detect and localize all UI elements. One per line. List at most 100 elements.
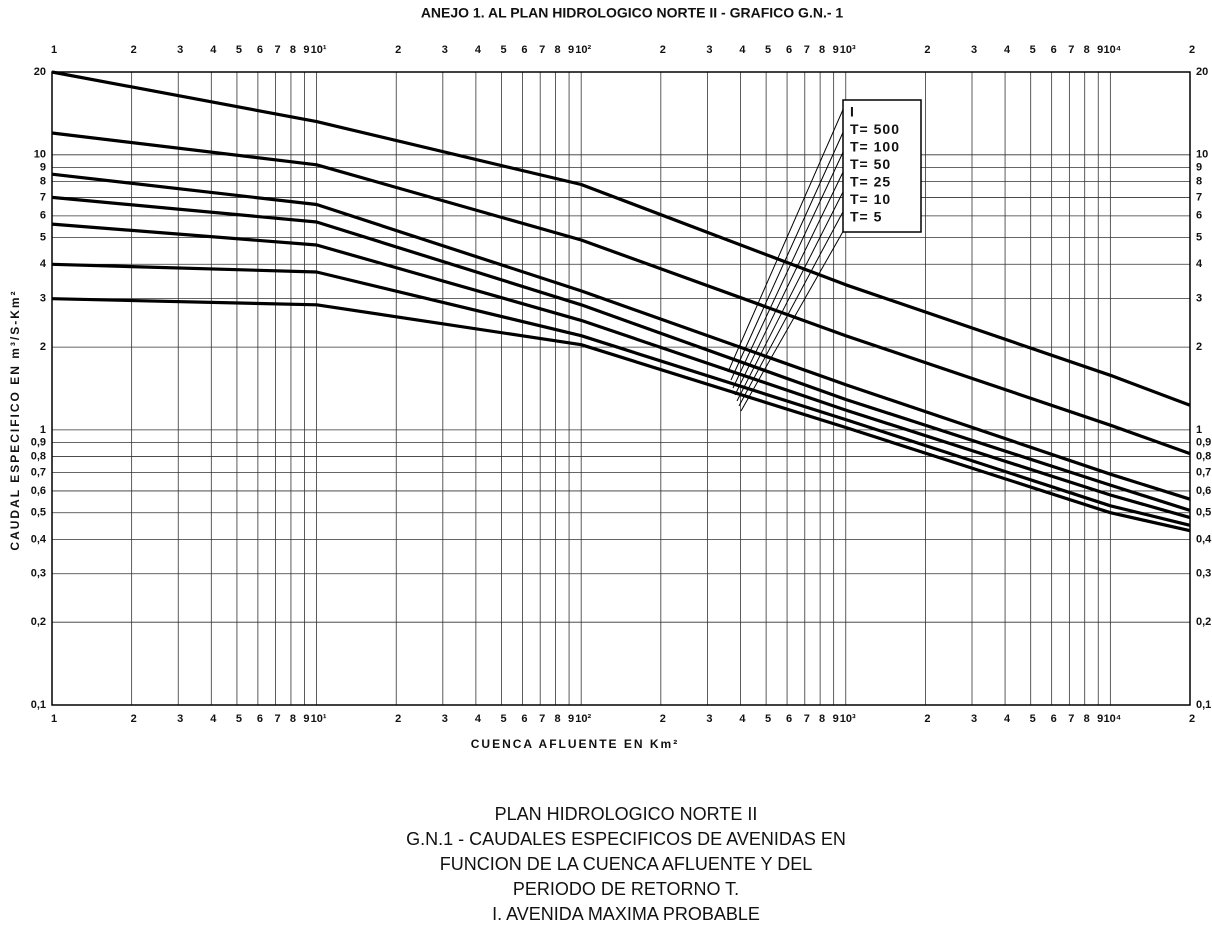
x-tick-label: 3	[442, 713, 448, 725]
y-tick-label-right: 0,8	[1196, 450, 1211, 462]
caption-line: PLAN HIDROLOGICO NORTE II	[495, 804, 758, 824]
x-tick-label-top: 2	[395, 44, 401, 56]
x-tick-label: 9	[568, 713, 574, 725]
x-tick-label: 6	[521, 713, 527, 725]
legend-leaders	[727, 104, 846, 412]
leader-line	[738, 207, 846, 407]
x-tick-label: 6	[786, 713, 792, 725]
x-tick-label: 8	[819, 713, 825, 725]
y-tick-label-right: 0,2	[1196, 616, 1211, 628]
x-tick-label: 8	[290, 713, 296, 725]
x-tick-label-top: 7	[539, 44, 545, 56]
x-tick-label: 3	[971, 713, 977, 725]
x-tick-label: 10²	[575, 713, 591, 725]
y-tick-label-right: 0,3	[1196, 568, 1211, 580]
y-tick-label-right: 3	[1196, 293, 1202, 305]
x-axis-title: CUENCA AFLUENTE EN Km²	[471, 737, 679, 751]
legend-label: T= 50	[850, 156, 891, 172]
x-tick-label: 7	[804, 713, 810, 725]
x-tick-label: 2	[395, 713, 401, 725]
x-tick-label: 6	[1051, 713, 1057, 725]
y-tick-label: 7	[40, 191, 46, 203]
x-tick-label: 4	[475, 713, 482, 725]
chart-title: ANEJO 1. AL PLAN HIDROLOGICO NORTE II - …	[421, 5, 844, 21]
y-tick-label: 0,9	[31, 436, 46, 448]
y-tick-label: 4	[40, 258, 47, 270]
x-tick-label-top: 2	[660, 44, 666, 56]
x-tick-label: 5	[765, 713, 771, 725]
x-tick-label-top: 6	[257, 44, 263, 56]
legend-label: T= 10	[850, 191, 891, 207]
y-tick-label: 0,5	[31, 507, 46, 519]
x-tick-label: 9	[303, 713, 309, 725]
y-tick-label: 0,3	[31, 568, 46, 580]
y-tick-label-right: 0,1	[1196, 699, 1211, 711]
x-tick-label-top: 4	[475, 44, 482, 56]
x-tick-label: 7	[539, 713, 545, 725]
plot-frame	[51, 71, 1191, 706]
x-tick-label: 4	[739, 713, 746, 725]
x-tick-label-top: 10¹	[311, 44, 327, 56]
y-tick-label-right: 10	[1196, 149, 1208, 161]
x-tick-label: 9	[1097, 713, 1103, 725]
x-tick-label: 7	[275, 713, 281, 725]
series-line	[51, 131, 1191, 456]
x-tick-label-top: 5	[765, 44, 771, 56]
legend-label: T= 500	[850, 121, 900, 137]
x-tick-label-top: 7	[275, 44, 281, 56]
y-tick-label: 3	[40, 293, 46, 305]
leader-line	[730, 127, 846, 381]
legend-label: T= 5	[850, 209, 882, 225]
y-tick-label: 6	[40, 210, 46, 222]
y-tick-label: 0,4	[31, 533, 47, 545]
legend-label: I	[850, 104, 855, 120]
legend-box	[842, 99, 922, 233]
x-tick-label: 4	[1004, 713, 1011, 725]
y-tick-label: 5	[40, 232, 46, 244]
caption-line: FUNCION DE LA CUENCA AFLUENTE Y DEL	[440, 854, 812, 874]
y-tick-label: 10	[34, 149, 46, 161]
y-tick-label-right: 0,4	[1196, 533, 1212, 545]
y-tick-label: 2	[40, 341, 46, 353]
x-tick-label-top: 3	[177, 44, 183, 56]
x-tick-label: 10³	[840, 713, 856, 725]
series-line	[51, 222, 1191, 520]
x-tick-label-top: 7	[804, 44, 810, 56]
x-tick-label: 6	[257, 713, 263, 725]
x-tick-label: 1	[51, 713, 57, 725]
x-tick-label: 2	[131, 713, 137, 725]
series-line	[51, 195, 1191, 512]
x-tick-label-top: 9	[568, 44, 574, 56]
legend-label: T= 25	[850, 174, 891, 190]
x-tick-label-top: 10³	[840, 44, 856, 56]
x-tick-label-top: 2	[1189, 44, 1195, 56]
series-line	[51, 262, 1191, 527]
leader-line	[732, 147, 846, 389]
x-tick-label-top: 2	[924, 44, 930, 56]
x-tick-label-top: 6	[521, 44, 527, 56]
x-tick-label-top: 8	[1084, 44, 1090, 56]
y-tick-label-right: 0,7	[1196, 466, 1211, 478]
x-tick-label-top: 8	[290, 44, 296, 56]
y-tick-label-right: 4	[1196, 258, 1203, 270]
y-tick-label-right: 8	[1196, 175, 1202, 187]
series-line	[51, 297, 1191, 533]
x-tick-label-top: 5	[500, 44, 506, 56]
y-tick-label: 9	[40, 161, 46, 173]
y-tick-label-right: 7	[1196, 191, 1202, 203]
x-tick-label-top: 5	[236, 44, 242, 56]
x-tick-label-top: 5	[1030, 44, 1036, 56]
y-tick-label-right: 9	[1196, 161, 1202, 173]
x-tick-label-top: 3	[971, 44, 977, 56]
x-tick-label-top: 2	[131, 44, 137, 56]
series-line	[51, 70, 1191, 407]
leader-line	[736, 187, 846, 402]
x-tick-label-top: 4	[739, 44, 746, 56]
caption-line: PERIODO DE RETORNO T.	[513, 879, 739, 899]
y-tick-label-right: 1	[1196, 424, 1202, 436]
leader-line	[740, 227, 846, 412]
x-tick-label-top: 3	[442, 44, 448, 56]
x-tick-label: 7	[1068, 713, 1074, 725]
x-tick-label: 8	[554, 713, 560, 725]
